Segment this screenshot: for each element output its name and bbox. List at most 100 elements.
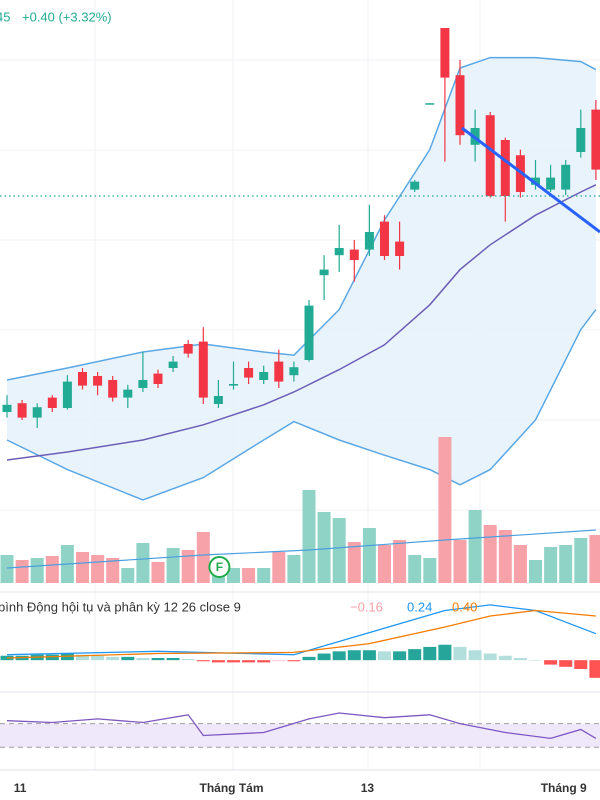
volume-bar	[483, 525, 497, 583]
macd-histogram-bar	[408, 649, 422, 661]
macd-histogram-bar	[347, 650, 361, 661]
x-tick-label: 11	[14, 781, 27, 795]
candle-body	[410, 181, 420, 190]
x-tick-label: Tháng 9	[541, 781, 587, 795]
price-fragment: 45	[0, 9, 10, 24]
candle-body	[244, 368, 254, 378]
bollinger-basis	[6, 184, 597, 461]
macd-histogram-bar	[317, 653, 331, 661]
macd-histogram-bar	[60, 653, 74, 661]
candle-body	[17, 403, 27, 418]
macd-histogram-bar	[166, 657, 180, 661]
x-tick-label: Tháng Tám	[199, 781, 263, 795]
candle-body	[168, 361, 178, 368]
price-change: +0.40 (+3.32%)	[22, 9, 112, 24]
candle-body	[259, 372, 269, 380]
macd-histogram-bar	[45, 654, 59, 661]
rsi-band	[0, 723, 600, 748]
macd-histogram-bar	[498, 655, 512, 661]
volume-bar	[529, 560, 542, 583]
macd-histogram-bar	[136, 657, 150, 661]
macd-histogram-bar	[242, 660, 256, 663]
macd-legend-value: 0.40	[452, 599, 477, 614]
volume-bar	[302, 490, 316, 583]
candle-body	[380, 221, 389, 256]
candle-body	[108, 380, 118, 398]
candle-body	[198, 341, 208, 398]
volume-bar	[227, 568, 240, 583]
macd-histogram-bar	[559, 660, 573, 667]
x-tick-label: 13	[361, 781, 375, 795]
volume-bar	[589, 535, 600, 583]
macd-histogram-bar	[529, 660, 542, 661]
volume-bar	[347, 542, 361, 583]
candle-body	[93, 376, 103, 386]
volume-bar	[76, 552, 89, 583]
macd-histogram-bar	[91, 655, 105, 661]
candle-body	[500, 140, 510, 196]
macd-histogram-bar	[483, 653, 497, 661]
bollinger-lower	[6, 309, 597, 501]
macd-histogram-bar	[151, 657, 165, 661]
macd-histogram-bar	[378, 651, 391, 661]
volume-bar	[136, 543, 150, 583]
volume-bar	[423, 558, 437, 583]
volume-bar	[453, 540, 467, 583]
trend-line	[461, 126, 600, 234]
signal-line	[6, 609, 596, 659]
candle-body	[153, 373, 163, 384]
volume-bar	[45, 556, 59, 583]
candle-body	[576, 128, 586, 152]
candle-body	[32, 407, 42, 418]
macd-histogram-bar	[121, 656, 135, 661]
candle-body	[62, 381, 72, 408]
volume-bar	[257, 568, 271, 583]
candle-body	[561, 164, 571, 190]
macd-histogram-bar	[453, 646, 467, 661]
macd-histogram-bar	[287, 660, 301, 662]
candle-body	[591, 109, 600, 170]
candle-body	[78, 372, 87, 386]
macd-histogram-bar	[332, 651, 346, 661]
volume-bar	[121, 568, 135, 583]
volume-bar	[196, 532, 210, 583]
candle-body	[304, 305, 314, 360]
macd-histogram-bar	[106, 656, 120, 661]
candle-body	[138, 380, 148, 388]
macd-histogram-bar	[227, 660, 240, 663]
macd-histogram-bar	[196, 660, 210, 662]
candle-body	[47, 397, 57, 408]
marker-circle	[208, 556, 231, 578]
candle-body	[364, 232, 374, 250]
macd-title: bình Động hội tụ và phân kỳ 12 26 close …	[0, 599, 241, 614]
candle-body	[274, 361, 284, 382]
volume-bar	[378, 545, 391, 583]
macd-histogram-bar	[468, 650, 482, 661]
candle-body	[2, 404, 12, 412]
macd-histogram-bar	[513, 657, 527, 661]
volume-bar	[106, 558, 120, 583]
volume-bar	[498, 530, 512, 583]
volume-bar	[362, 528, 376, 583]
volume-bar	[317, 512, 331, 583]
candle-body	[395, 241, 405, 256]
macd-histogram-bar	[272, 660, 286, 662]
volume-bar	[332, 518, 346, 583]
candle-body	[349, 249, 359, 260]
macd-histogram-bar	[181, 659, 195, 661]
macd-histogram-bar	[393, 651, 407, 661]
candle-body	[440, 28, 450, 78]
candle-body	[289, 367, 299, 376]
macd-histogram-bar	[438, 644, 452, 661]
candle-body	[546, 177, 556, 190]
volume-bar	[0, 555, 14, 583]
candle-body	[229, 384, 238, 386]
macd-histogram-bar	[211, 660, 225, 663]
marker-label: F	[216, 560, 223, 574]
macd-histogram-bar	[362, 650, 376, 661]
candle-body	[485, 115, 495, 196]
volume-bar	[393, 540, 407, 583]
macd-histogram-bar	[574, 660, 588, 670]
macd-histogram-bar	[544, 660, 558, 665]
